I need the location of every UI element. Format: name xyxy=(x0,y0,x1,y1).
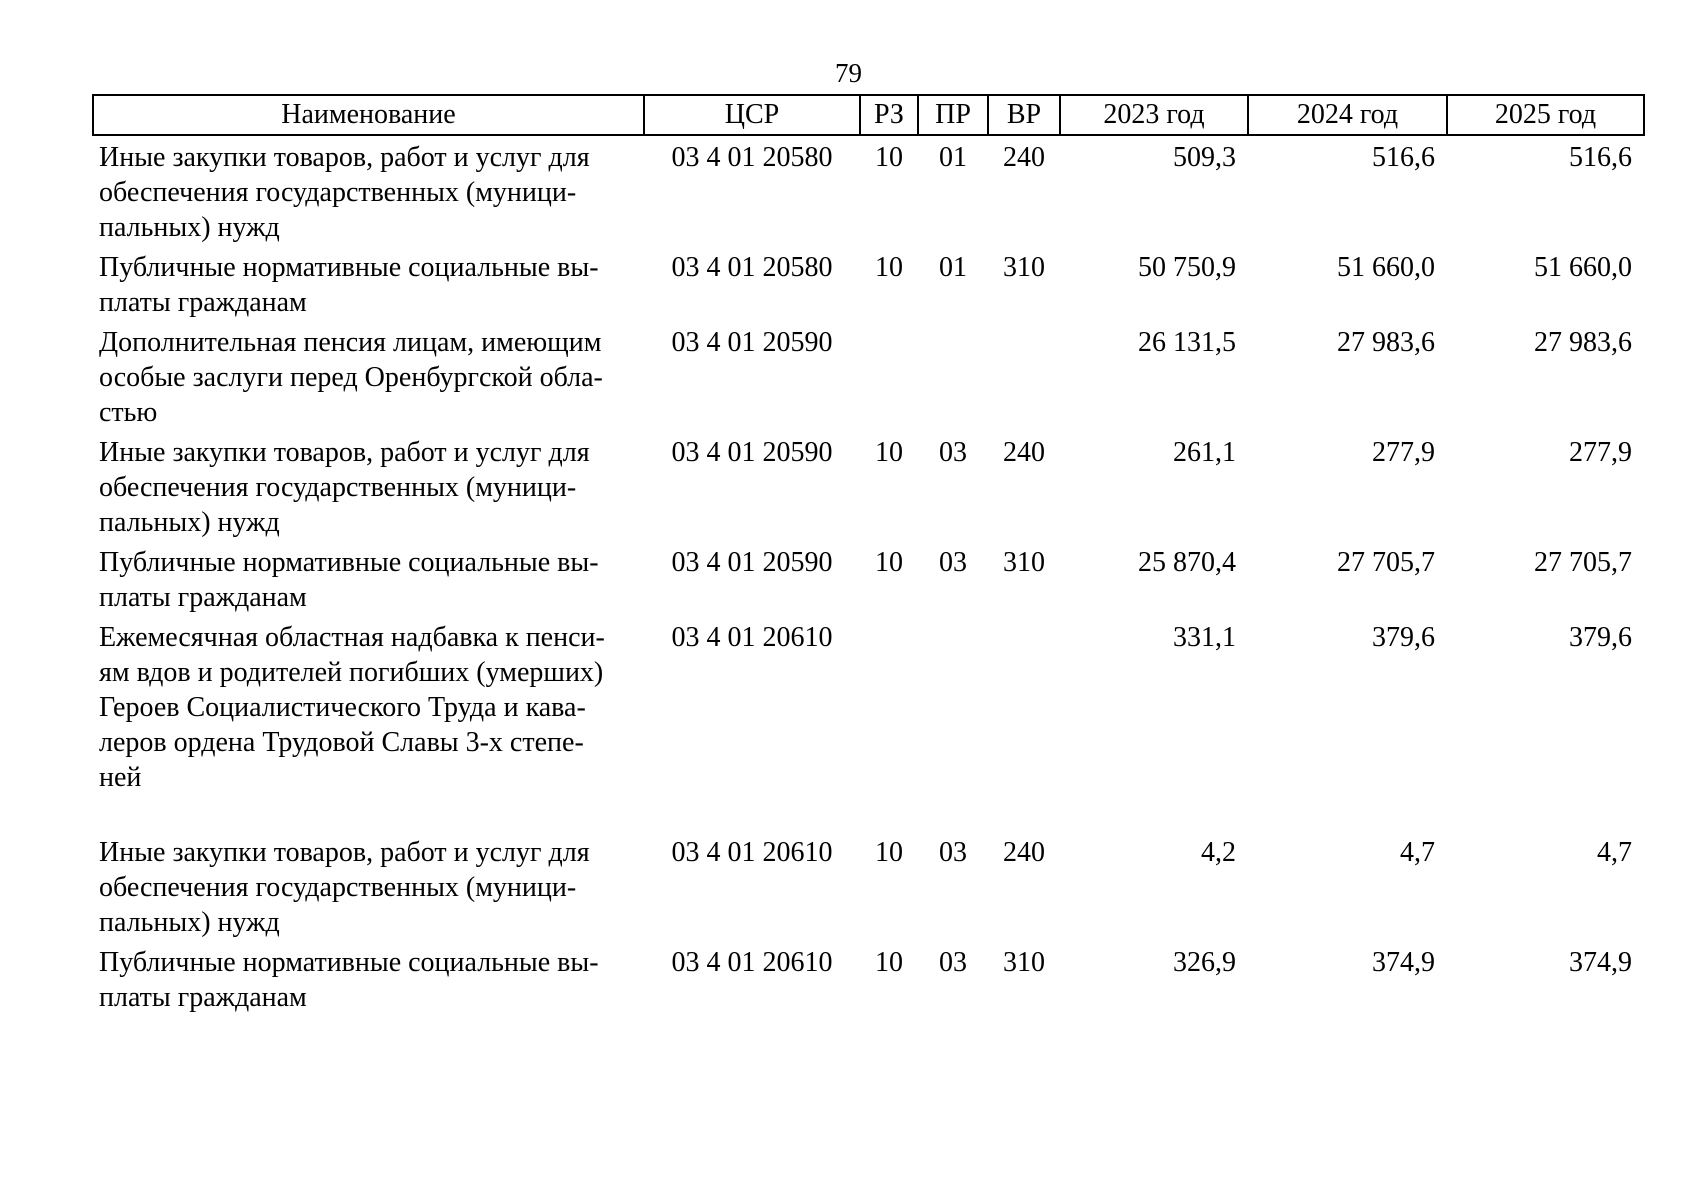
col-header-name: Наименование xyxy=(92,94,645,136)
pr-cell: 01 xyxy=(939,142,967,173)
csr-cell: 03 4 01 20590 xyxy=(671,437,833,468)
vr-cell: 240 xyxy=(1003,142,1045,173)
year-2024-cell: 374,9 xyxy=(1372,947,1435,978)
vr-cell xyxy=(988,620,1060,835)
col-header-pr: ПР xyxy=(917,94,989,136)
year-2023-cell: 326,9 xyxy=(1173,947,1236,978)
table-row: Публичные нормативные социальные вы- пла… xyxy=(93,945,1644,1020)
pr-cell: 03 xyxy=(939,437,967,468)
rz-cell: 10 xyxy=(875,947,903,978)
pr-cell xyxy=(918,325,988,435)
rz-cell: 10 xyxy=(875,142,903,173)
name-cell: Иные закупки товаров, работ и услуг для … xyxy=(99,437,590,538)
name-cell: Публичные нормативные социальные вы- пла… xyxy=(99,947,599,1013)
vr-cell: 310 xyxy=(1003,547,1045,578)
pr-cell: 03 xyxy=(939,947,967,978)
year-2024-cell: 516,6 xyxy=(1372,142,1435,173)
year-2023-cell: 25 870,4 xyxy=(1138,547,1236,578)
csr-cell: 03 4 01 20610 xyxy=(671,837,833,868)
csr-cell: 03 4 01 20610 xyxy=(671,947,833,978)
csr-cell: 03 4 01 20610 xyxy=(671,622,833,653)
year-2023-cell: 261,1 xyxy=(1173,437,1236,468)
table-row: Иные закупки товаров, работ и услуг для … xyxy=(93,135,1644,250)
pr-cell: 03 xyxy=(939,547,967,578)
table-row: Иные закупки товаров, работ и услуг для … xyxy=(93,835,1644,945)
pr-cell: 01 xyxy=(939,252,967,283)
rz-cell: 10 xyxy=(875,437,903,468)
year-2024-cell: 277,9 xyxy=(1372,437,1435,468)
col-header-2023: 2023 год xyxy=(1059,94,1249,136)
vr-cell: 240 xyxy=(1003,837,1045,868)
year-2024-cell: 4,7 xyxy=(1400,837,1435,868)
col-header-csr: ЦСР xyxy=(643,94,861,136)
csr-cell: 03 4 01 20590 xyxy=(671,327,833,358)
vr-cell: 310 xyxy=(1003,947,1045,978)
year-2024-cell: 27 983,6 xyxy=(1337,327,1435,358)
year-2023-cell: 509,3 xyxy=(1173,142,1236,173)
name-cell: Дополнительная пенсия лицам, имеющим осо… xyxy=(99,327,603,428)
rz-cell: 10 xyxy=(875,252,903,283)
table-row: Ежемесячная областная надбавка к пенси- … xyxy=(93,620,1644,835)
rz-cell xyxy=(860,620,918,835)
year-2025-cell: 277,9 xyxy=(1569,437,1632,468)
year-2025-cell: 379,6 xyxy=(1569,622,1632,653)
csr-cell: 03 4 01 20580 xyxy=(671,252,833,283)
year-2025-cell: 51 660,0 xyxy=(1534,252,1632,283)
budget-table: Наименование ЦСР РЗ ПР ВР 2023 год 2024 … xyxy=(92,94,1645,1020)
vr-cell: 310 xyxy=(1003,252,1045,283)
col-header-vr: ВР xyxy=(987,94,1061,136)
year-2025-cell: 27 705,7 xyxy=(1534,547,1632,578)
col-header-2025: 2025 год xyxy=(1446,94,1645,136)
year-2025-cell: 374,9 xyxy=(1569,947,1632,978)
vr-cell: 240 xyxy=(1003,437,1045,468)
vr-cell xyxy=(988,325,1060,435)
year-2025-cell: 4,7 xyxy=(1597,837,1632,868)
rz-cell: 10 xyxy=(875,547,903,578)
year-2023-cell: 50 750,9 xyxy=(1138,252,1236,283)
table-row: Публичные нормативные социальные вы- пла… xyxy=(93,250,1644,325)
year-2024-cell: 379,6 xyxy=(1372,622,1435,653)
year-2025-cell: 516,6 xyxy=(1569,142,1632,173)
year-2023-cell: 4,2 xyxy=(1201,837,1236,868)
year-2024-cell: 27 705,7 xyxy=(1337,547,1435,578)
name-cell: Публичные нормативные социальные вы- пла… xyxy=(99,252,599,318)
year-2024-cell: 51 660,0 xyxy=(1337,252,1435,283)
pr-cell: 03 xyxy=(939,837,967,868)
year-2023-cell: 26 131,5 xyxy=(1138,327,1236,358)
table-row: Дополнительная пенсия лицам, имеющим осо… xyxy=(93,325,1644,435)
name-cell: Иные закупки товаров, работ и услуг для … xyxy=(99,837,590,938)
rz-cell: 10 xyxy=(875,837,903,868)
table-row: Публичные нормативные социальные вы- пла… xyxy=(93,545,1644,620)
col-header-rz: РЗ xyxy=(859,94,919,136)
table-header-row: Наименование ЦСР РЗ ПР ВР 2023 год 2024 … xyxy=(92,94,1645,136)
name-cell: Иные закупки товаров, работ и услуг для … xyxy=(99,142,590,243)
name-cell: Ежемесячная областная надбавка к пенси- … xyxy=(99,622,605,793)
pr-cell xyxy=(918,620,988,835)
col-header-2024: 2024 год xyxy=(1247,94,1448,136)
rz-cell xyxy=(860,325,918,435)
year-2023-cell: 331,1 xyxy=(1173,622,1236,653)
csr-cell: 03 4 01 20580 xyxy=(671,142,833,173)
name-cell: Публичные нормативные социальные вы- пла… xyxy=(99,547,599,613)
table-row: Иные закупки товаров, работ и услуг для … xyxy=(93,435,1644,545)
year-2025-cell: 27 983,6 xyxy=(1534,327,1632,358)
page-number: 79 xyxy=(835,58,862,88)
csr-cell: 03 4 01 20590 xyxy=(671,547,833,578)
